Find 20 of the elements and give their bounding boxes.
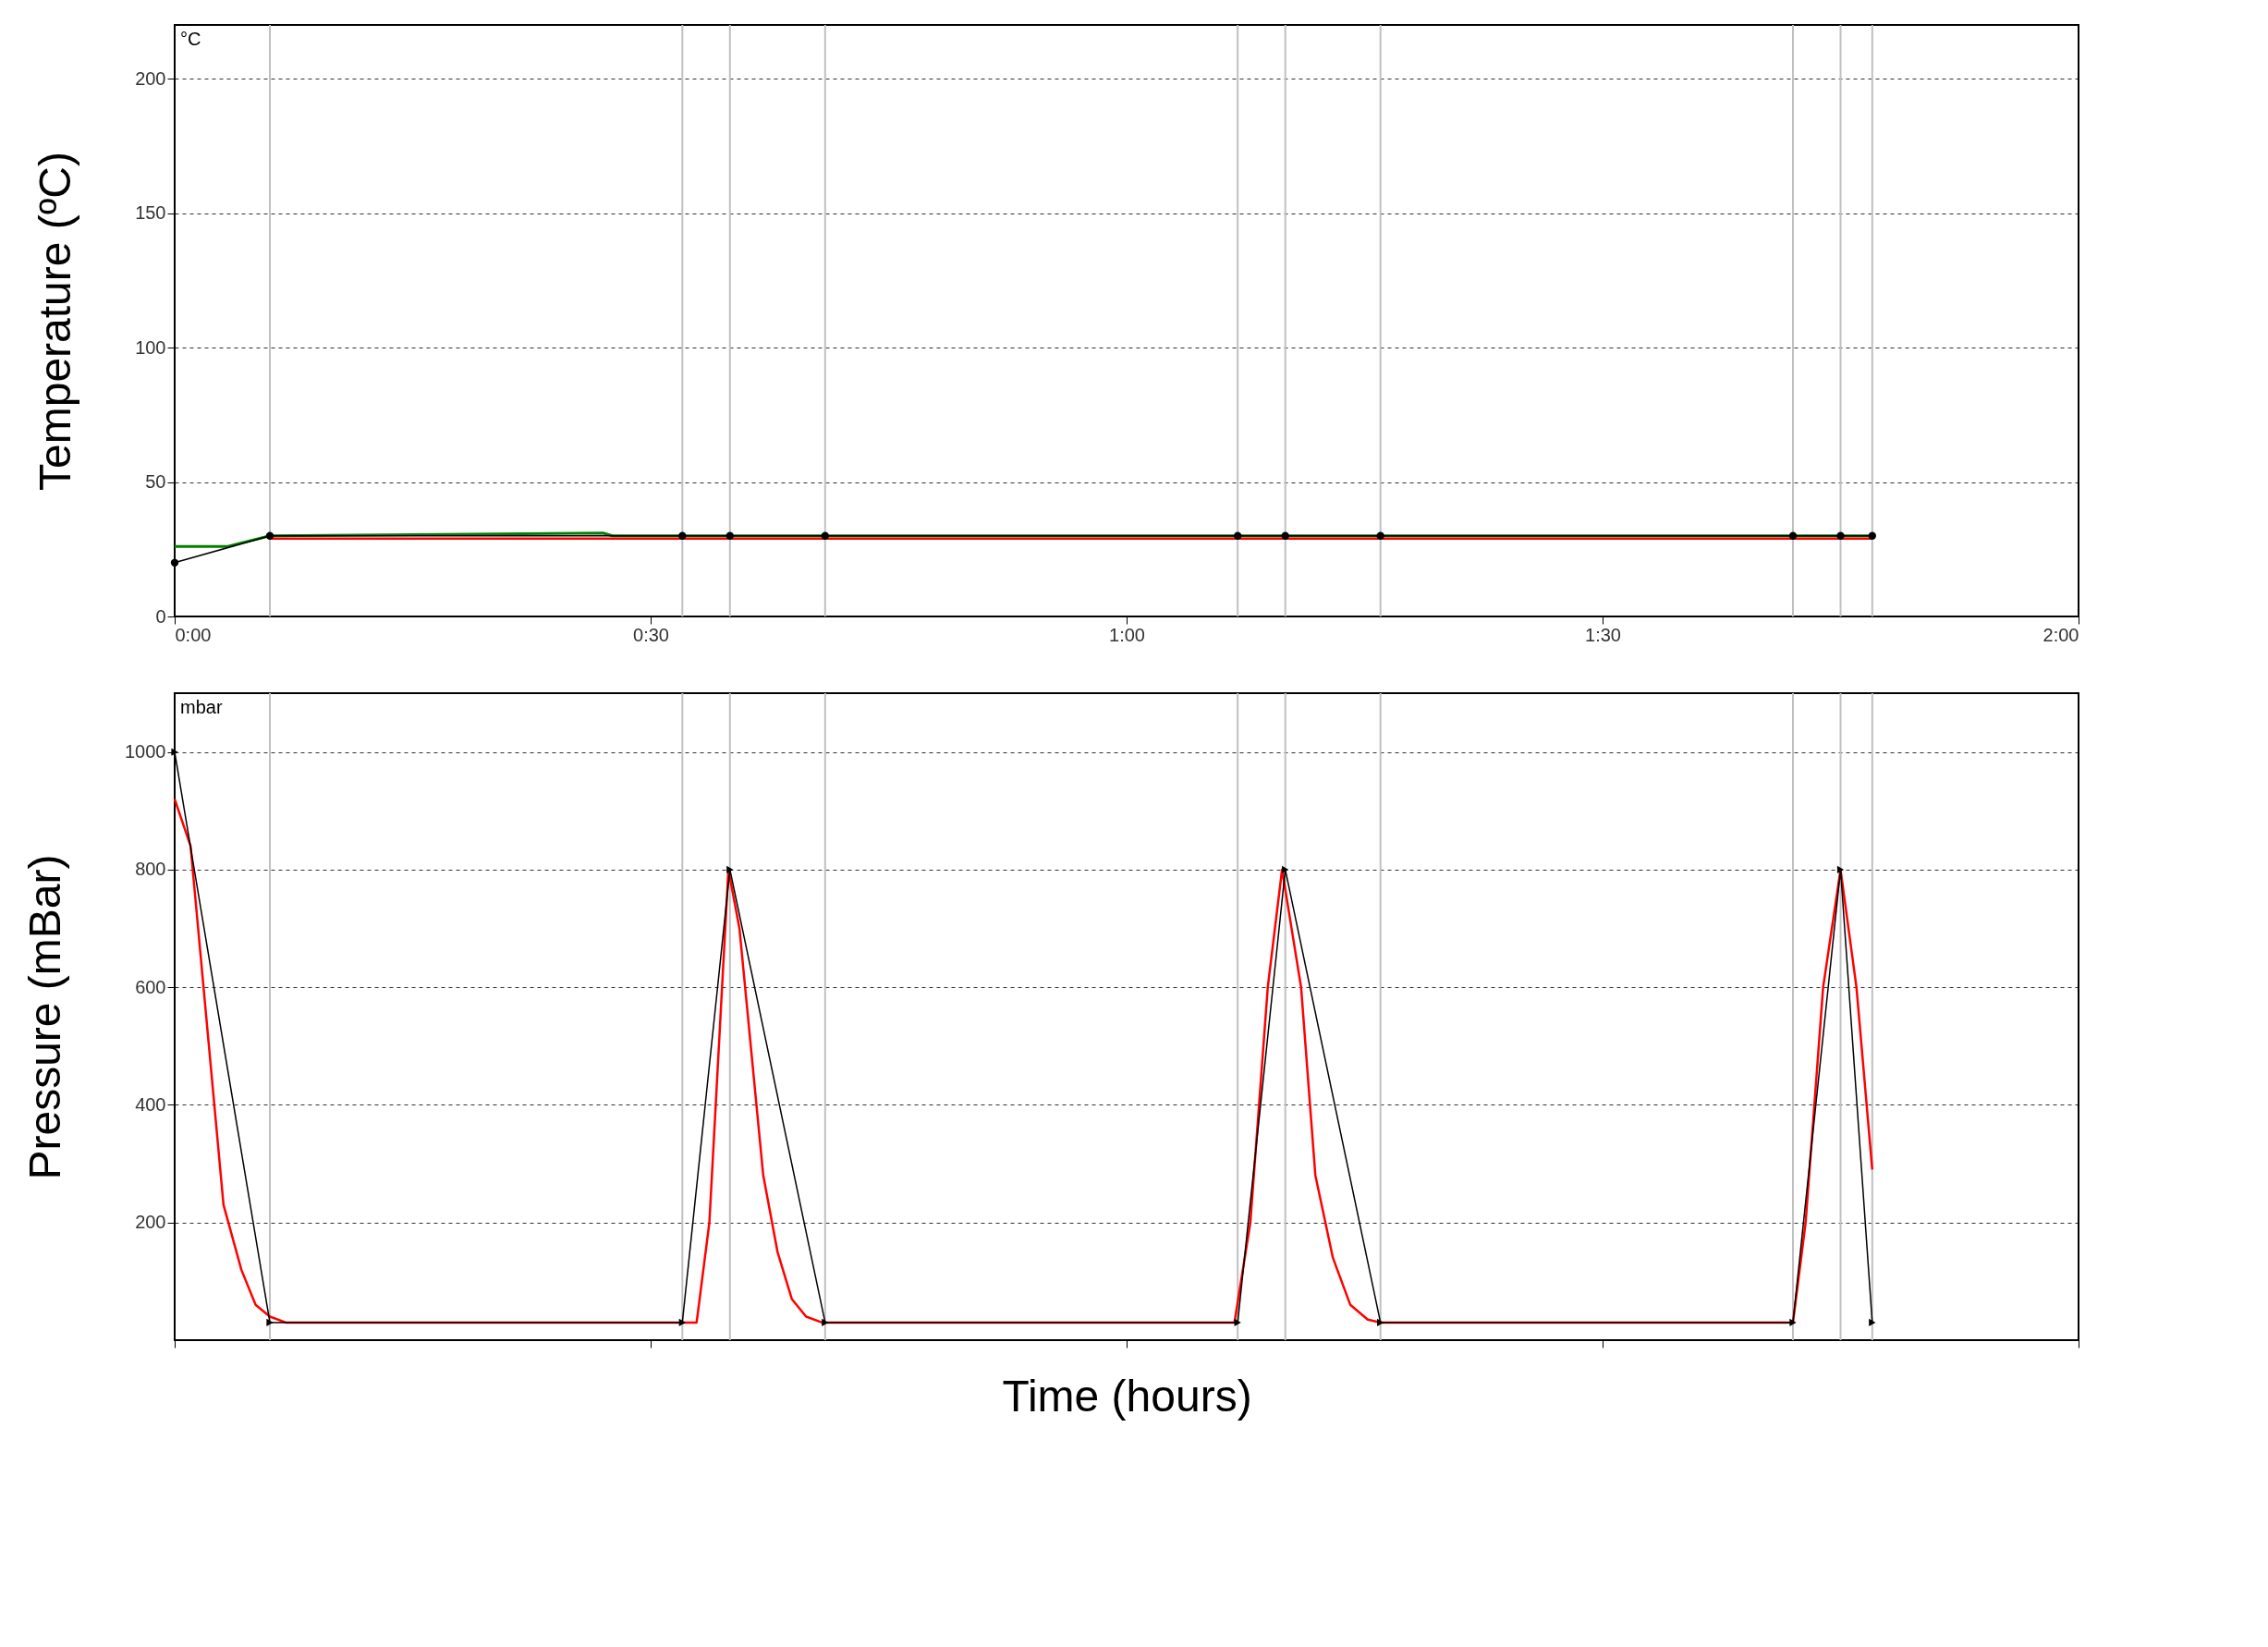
y-tick-label: 800: [135, 859, 166, 880]
y-tick-label: 1000: [125, 741, 166, 762]
y-tick-label: 200: [135, 67, 166, 89]
y-tick-label: 50: [145, 471, 166, 493]
x-tick-label: 0:00: [175, 624, 212, 645]
y-tick-label: 400: [135, 1093, 166, 1115]
x-tick-label: 1:30: [1585, 624, 1621, 645]
annotation: mbar: [180, 697, 223, 717]
x-tick-label: 1:00: [1109, 624, 1145, 645]
y-tick-label: 0: [155, 605, 166, 627]
y-axis-title: Pressure (mBar): [20, 854, 70, 1180]
y-axis-title: Temperature (ºC): [30, 152, 80, 491]
x-tick-label: 0:30: [633, 624, 669, 645]
y-tick-label: 600: [135, 976, 166, 997]
y-tick-label: 150: [135, 202, 166, 224]
x-axis-title: Time (hours): [1002, 1372, 1252, 1421]
y-tick-label: 100: [135, 336, 166, 358]
y-tick-label: 200: [135, 1212, 166, 1233]
annotation: °C: [180, 29, 201, 49]
x-tick-label: 2:00: [2042, 624, 2079, 645]
